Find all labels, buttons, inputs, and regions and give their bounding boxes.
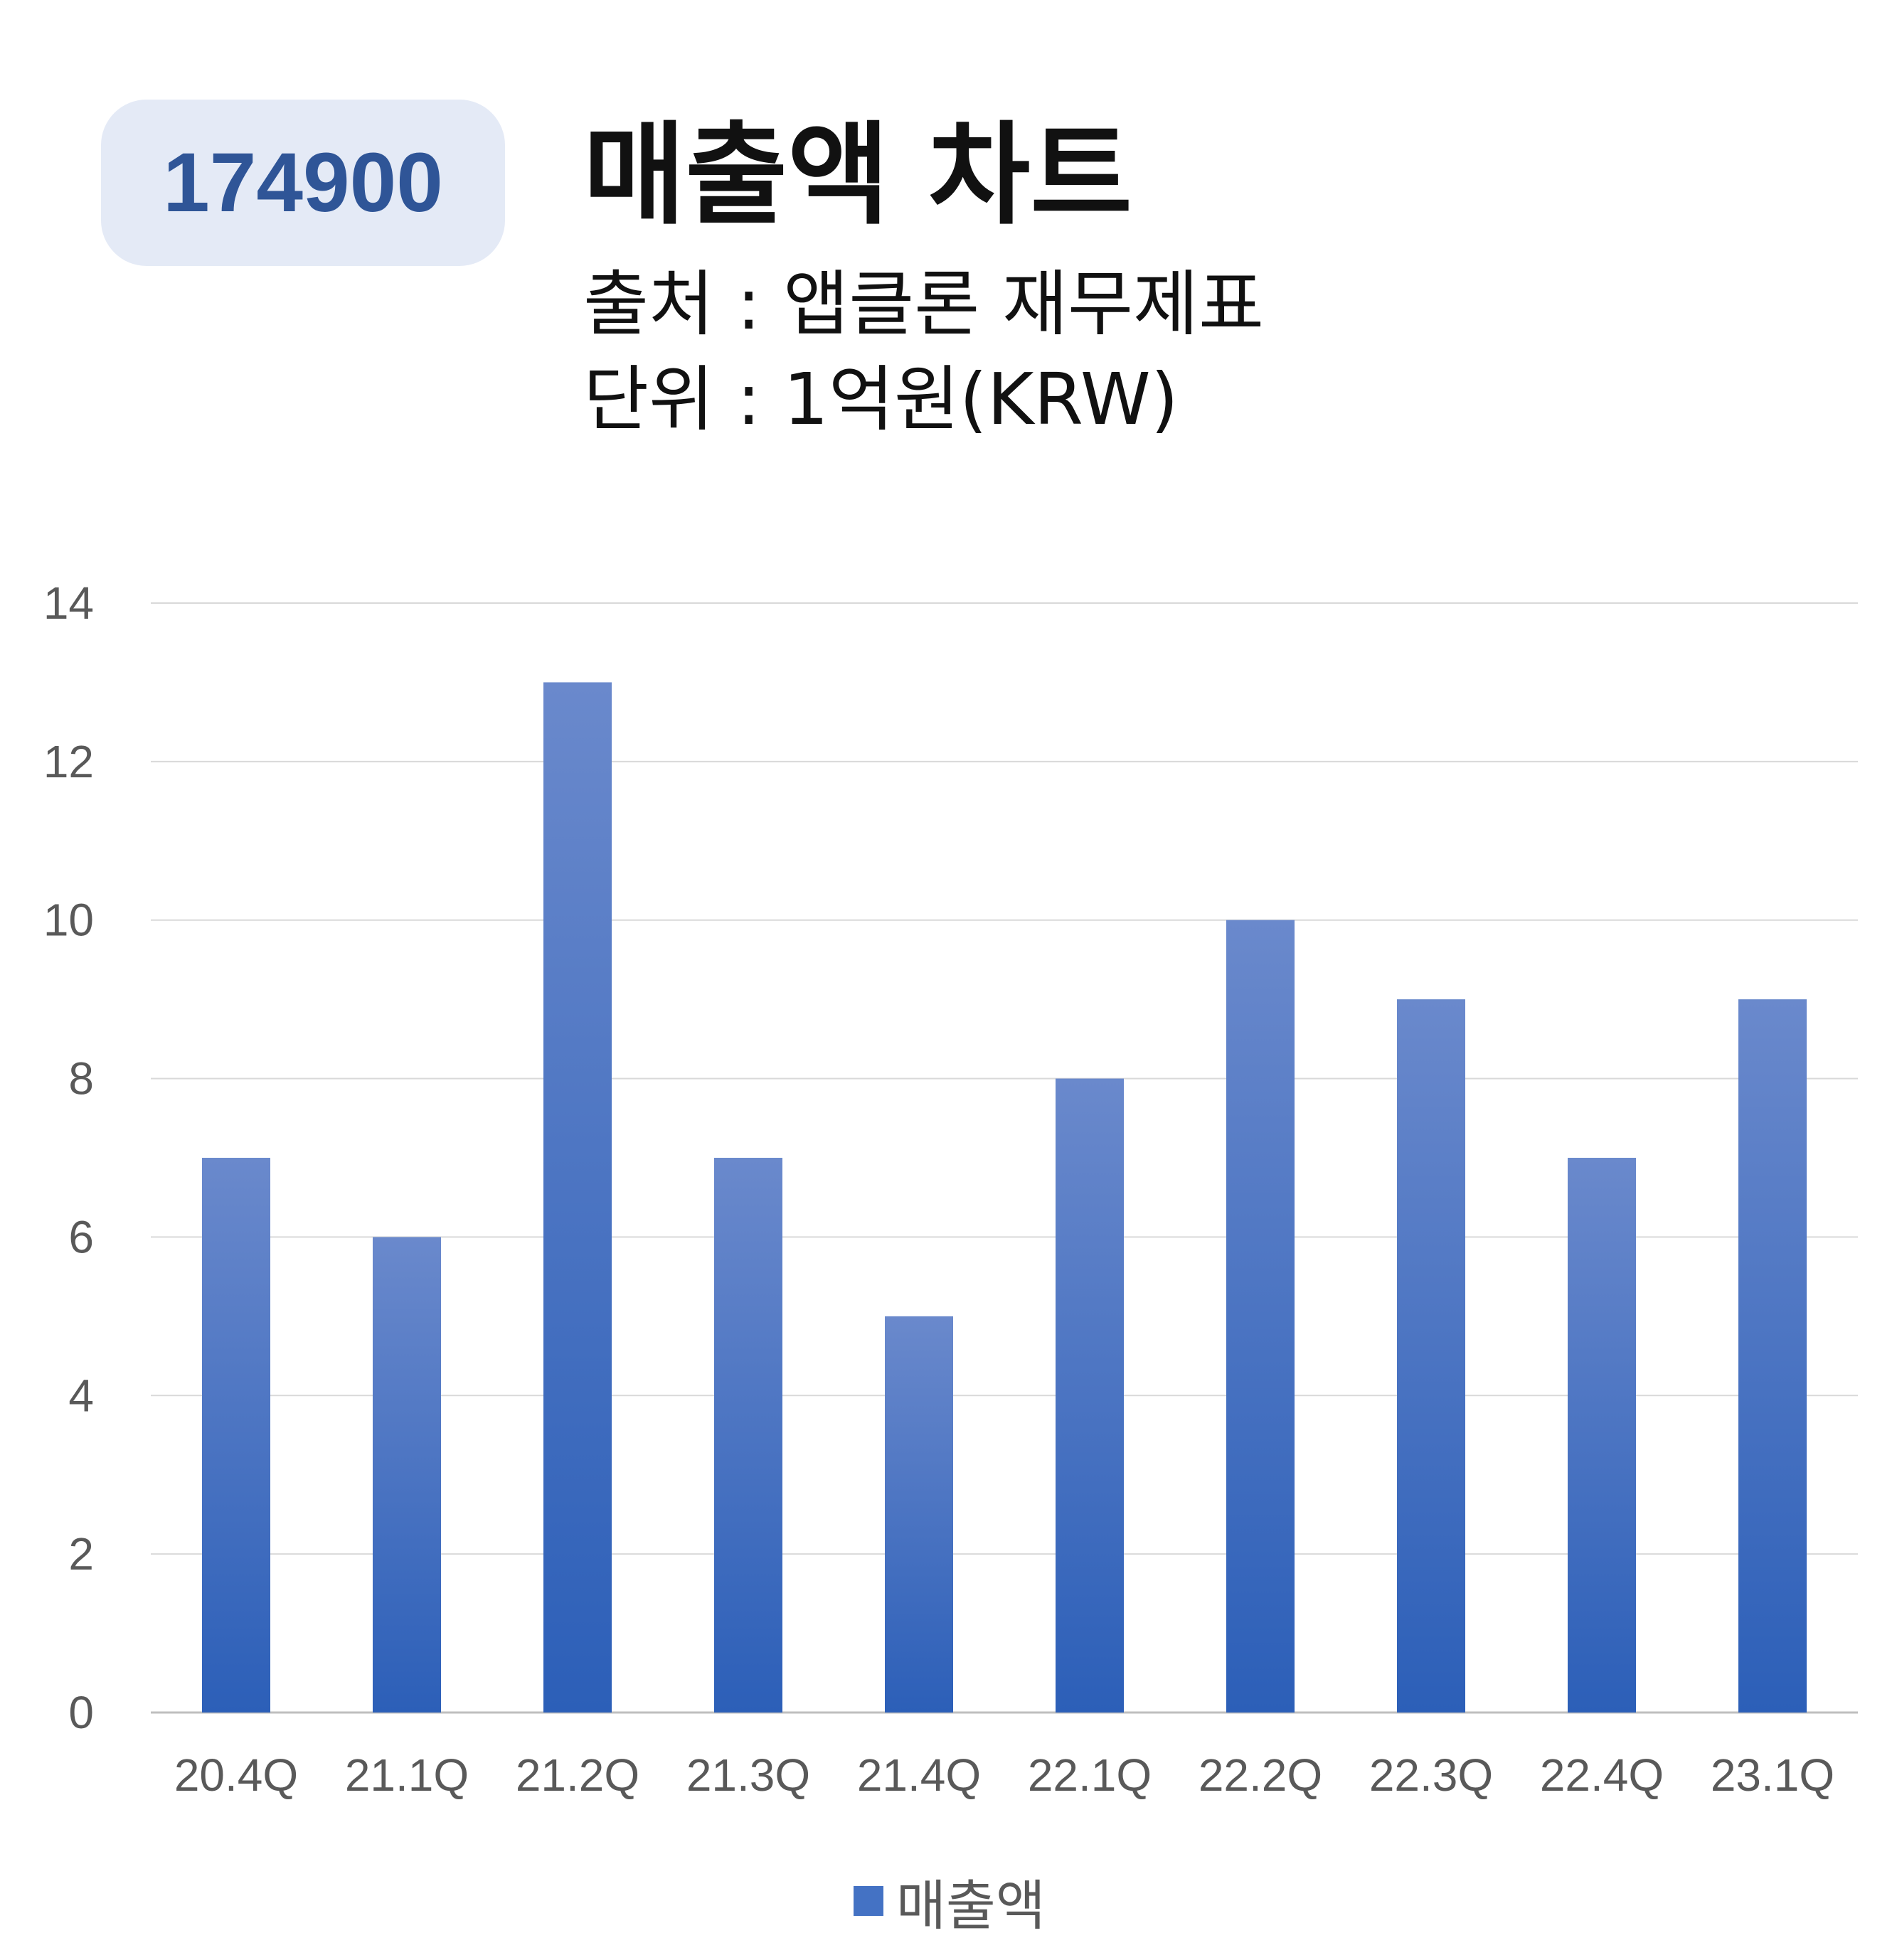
bar-22.2Q: [1226, 920, 1295, 1713]
y-tick-label: 0: [68, 1687, 94, 1738]
x-axis-ticks: 20.4Q 21.1Q 21.2Q 21.3Q 21.4Q 22.1Q 22.2Q 22.3Q…: [174, 1749, 1834, 1801]
y-tick-label: 4: [68, 1370, 94, 1421]
x-tick-label: 22.1Q: [1028, 1749, 1152, 1801]
stock-code: 174900: [163, 136, 443, 230]
bar-23.1Q: [1738, 999, 1807, 1713]
bars: [202, 682, 1807, 1713]
x-tick-label: 20.4Q: [174, 1749, 298, 1801]
y-tick-label: 6: [68, 1211, 94, 1262]
x-tick-label: 23.1Q: [1711, 1749, 1834, 1801]
chart-title: 매출액 차트: [583, 110, 1132, 240]
x-tick-label: 21.1Q: [345, 1749, 469, 1801]
y-tick-label: 10: [43, 895, 94, 946]
legend: 매출액: [854, 1862, 1046, 1940]
source-note: 출처 : 앱클론 재무제표: [583, 262, 1265, 346]
legend-swatch: [854, 1886, 883, 1916]
x-tick-label: 22.4Q: [1540, 1749, 1664, 1801]
legend-label: 매출액: [896, 1874, 1046, 1937]
x-tick-label: 21.4Q: [857, 1749, 981, 1801]
y-tick-label: 12: [43, 736, 94, 787]
y-tick-label: 2: [68, 1528, 94, 1580]
bar-21.4Q: [885, 1316, 953, 1713]
bar-22.3Q: [1397, 999, 1465, 1713]
x-tick-label: 22.3Q: [1369, 1749, 1493, 1801]
bar-20.4Q: [202, 1158, 270, 1713]
stock-code-badge: 174900: [101, 100, 505, 266]
x-tick-label: 22.2Q: [1199, 1749, 1322, 1801]
bar-22.4Q: [1568, 1158, 1636, 1713]
bar-21.1Q: [373, 1237, 441, 1713]
bar-21.3Q: [714, 1158, 782, 1713]
y-axis-ticks: 0 2 4 6 8 10 12 14: [43, 577, 94, 1738]
x-tick-label: 21.2Q: [516, 1749, 639, 1801]
y-tick-label: 14: [43, 577, 94, 629]
x-tick-label: 21.3Q: [686, 1749, 810, 1801]
unit-note: 단위 : 1억원(KRW): [583, 358, 1179, 441]
bar-21.2Q: [543, 682, 612, 1713]
bar-22.1Q: [1056, 1078, 1124, 1713]
y-tick-label: 8: [68, 1053, 94, 1104]
